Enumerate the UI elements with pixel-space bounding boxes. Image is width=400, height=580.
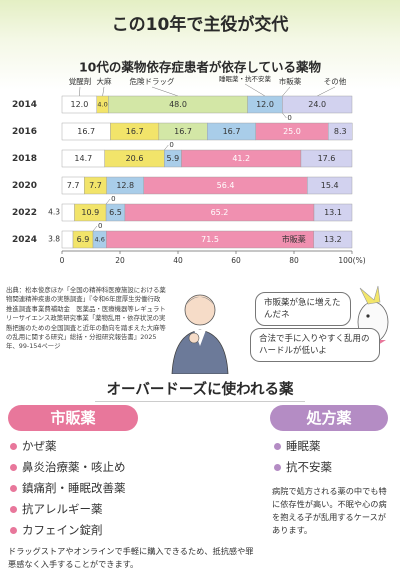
x-tick-label: 40 [173, 256, 183, 265]
value-label: 4.0 [97, 101, 107, 109]
x-tick-label: 0 [60, 256, 65, 265]
value-label: 71.5 [201, 235, 219, 244]
value-label: 24.0 [308, 100, 326, 109]
value-label: 0 [169, 141, 173, 149]
value-label: 48.0 [169, 100, 187, 109]
value-label: 6.9 [77, 235, 90, 244]
otc-list: かぜ薬 鼻炎治療薬・咳止め 鎮痛剤・睡眠改善薬 抗アレルギー薬 カフェイン錠剤 [8, 436, 126, 541]
rx-item: 抗不安薬 [272, 457, 332, 478]
value-label: 56.4 [217, 181, 235, 190]
otc-item: 抗アレルギー薬 [8, 499, 126, 520]
value-label: 65.2 [211, 208, 229, 217]
value-label: 8.3 [334, 127, 347, 136]
speech-bubble: 合法で手に入りやすく乱用のハードルが低いよ [250, 328, 380, 362]
value-label: 10.9 [81, 208, 99, 217]
otc-heading: 市販薬 [8, 405, 138, 431]
bar-segment [313, 203, 353, 222]
year-label: 2016 [12, 127, 37, 137]
bar-segment [282, 95, 353, 114]
legend-label: その他 [324, 76, 347, 86]
bar-segment [300, 149, 353, 168]
year-label: 2014 [12, 100, 37, 110]
year-label: 2020 [12, 181, 37, 191]
source-note: 出典：松本俊彦ほか「全国の精神科医療施設における薬物関連精神疾患の実態調査」『令… [6, 286, 166, 351]
rx-heading: 処方薬 [270, 405, 388, 431]
rx-item: 睡眠薬 [272, 436, 332, 457]
value-label: 25.0 [283, 127, 301, 136]
value-label: 14.7 [74, 154, 92, 163]
legend-leader [244, 83, 266, 97]
value-label: 13.1 [324, 208, 342, 217]
legend-leader [102, 86, 105, 97]
x-tick-label: 60 [231, 256, 241, 265]
value-label: 0 [111, 195, 115, 203]
value-label: 4.3 [48, 208, 60, 217]
value-label: 7.7 [89, 181, 102, 190]
value-label: 3.8 [48, 235, 60, 244]
value-label: 16.7 [126, 127, 144, 136]
legend-label: 危険ドラッグ [130, 76, 175, 86]
value-label: 6.5 [109, 208, 122, 217]
bar-segment [307, 176, 353, 195]
value-label: 5.9 [167, 154, 180, 163]
value-label: 7.7 [67, 181, 80, 190]
legend-leader [151, 86, 179, 97]
legend-leader [317, 86, 336, 97]
legend-leader [282, 86, 291, 97]
otc-item: カフェイン錠剤 [8, 520, 126, 541]
x-tick-label: 100(%) [338, 256, 365, 265]
zero-leader [282, 112, 287, 119]
x-tick-label: 80 [289, 256, 299, 265]
value-label: 16.7 [174, 127, 192, 136]
bar-segment [328, 122, 353, 141]
legend-label: 睡眠薬・抗不安薬 [219, 74, 272, 83]
bar-annotation: 市販薬 [282, 234, 306, 244]
rx-note: 病院で処方される薬の中でも特に依存性が高い。不眠や心の病を抱える子が乱用するケー… [272, 486, 387, 535]
legend-label: 覚醒剤 [69, 76, 92, 86]
illustration [171, 285, 389, 374]
bar-segment [61, 203, 75, 222]
value-label: 0 [98, 222, 102, 230]
section-title: オーバードーズに使われる薬 [0, 378, 400, 402]
value-label: 20.6 [126, 154, 144, 163]
value-label: 41.2 [232, 154, 250, 163]
year-label: 2022 [12, 208, 37, 218]
legend-label: 市販薬 [279, 76, 302, 86]
legend-leader [79, 86, 81, 97]
zero-leader [92, 225, 98, 232]
otc-item: かぜ薬 [8, 436, 126, 457]
value-label: 16.7 [223, 127, 241, 136]
legend-label: 大麻 [97, 76, 112, 86]
chart: 10代の薬物依存症患者が依存している薬物 覚醒剤 大麻 危険ドラッグ 睡眠薬・抗不安薬… [12, 60, 366, 266]
bar-segment [313, 230, 353, 249]
value-label: 13.2 [324, 235, 342, 244]
chart-title: 10代の薬物依存症患者が依存している薬物 [79, 60, 322, 75]
otc-note: ドラッグストアやオンラインで手軽に購入できるため、抵抗感や罪悪感なく入手すること… [8, 546, 254, 569]
value-label: 0 [287, 114, 291, 122]
value-label: 15.4 [321, 181, 339, 190]
value-label: 12.8 [116, 181, 134, 190]
bar-segment [61, 230, 74, 249]
value-label: 17.6 [318, 154, 336, 163]
speech-bubble: 市販薬が急に増えたんだネ [255, 292, 351, 326]
value-label: 4.6 [95, 236, 105, 244]
page-title: この10年で主役が交代 [111, 15, 289, 35]
year-label: 2024 [12, 235, 37, 245]
value-label: 16.7 [77, 127, 95, 136]
x-tick-label: 20 [115, 256, 125, 265]
otc-item: 鼻炎治療薬・咳止め [8, 457, 126, 478]
value-label: 12.0 [70, 100, 88, 109]
zero-leader [105, 198, 111, 205]
rx-list: 睡眠薬 抗不安薬 [272, 436, 332, 478]
year-label: 2018 [12, 154, 37, 164]
otc-item: 鎮痛剤・睡眠改善薬 [8, 478, 126, 499]
zero-leader [164, 144, 169, 151]
value-label: 12.0 [256, 100, 274, 109]
